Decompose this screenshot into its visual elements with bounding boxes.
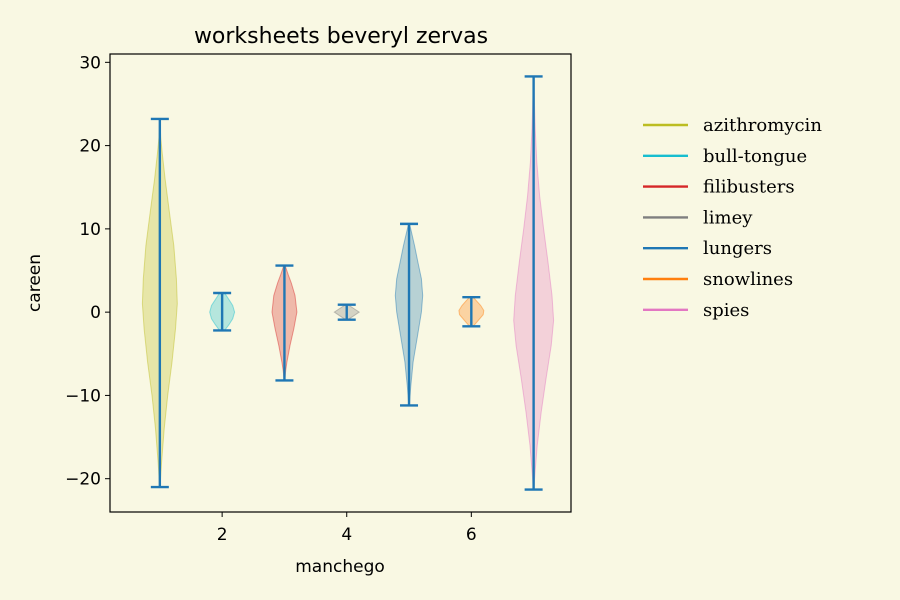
y-tick-label: 20 xyxy=(79,137,101,157)
legend-label: filibusters xyxy=(703,177,795,198)
legend-label: lungers xyxy=(703,238,772,259)
x-tick-label: 6 xyxy=(466,525,477,545)
y-tick-label: 0 xyxy=(90,303,101,323)
chart-title: worksheets beveryl zervas xyxy=(194,24,488,49)
y-tick-label: 10 xyxy=(79,220,101,240)
y-tick-label: −10 xyxy=(65,386,101,406)
violins-layer xyxy=(141,76,555,490)
legend-label: azithromycin xyxy=(703,115,822,136)
x-axis-ticks: 2 4 6 xyxy=(217,512,477,545)
extrema-layer xyxy=(150,75,543,491)
y-tick-label: 30 xyxy=(79,53,101,73)
legend-label: limey xyxy=(703,207,753,228)
legend: azithromycin bull-tongue filibusters limey l… xyxy=(643,115,822,321)
y-axis-label: careen xyxy=(25,254,45,312)
y-axis-ticks: −20 −10 0 10 20 30 xyxy=(65,53,110,490)
plot-frame xyxy=(109,53,572,513)
x-axis-label: manchego xyxy=(295,557,385,577)
legend-label: snowlines xyxy=(703,269,793,290)
x-tick-label: 2 xyxy=(217,525,228,545)
legend-label: bull-tongue xyxy=(703,146,807,167)
y-tick-label: −20 xyxy=(65,470,101,490)
legend-label: spies xyxy=(703,300,749,321)
x-tick-label: 4 xyxy=(341,525,352,545)
